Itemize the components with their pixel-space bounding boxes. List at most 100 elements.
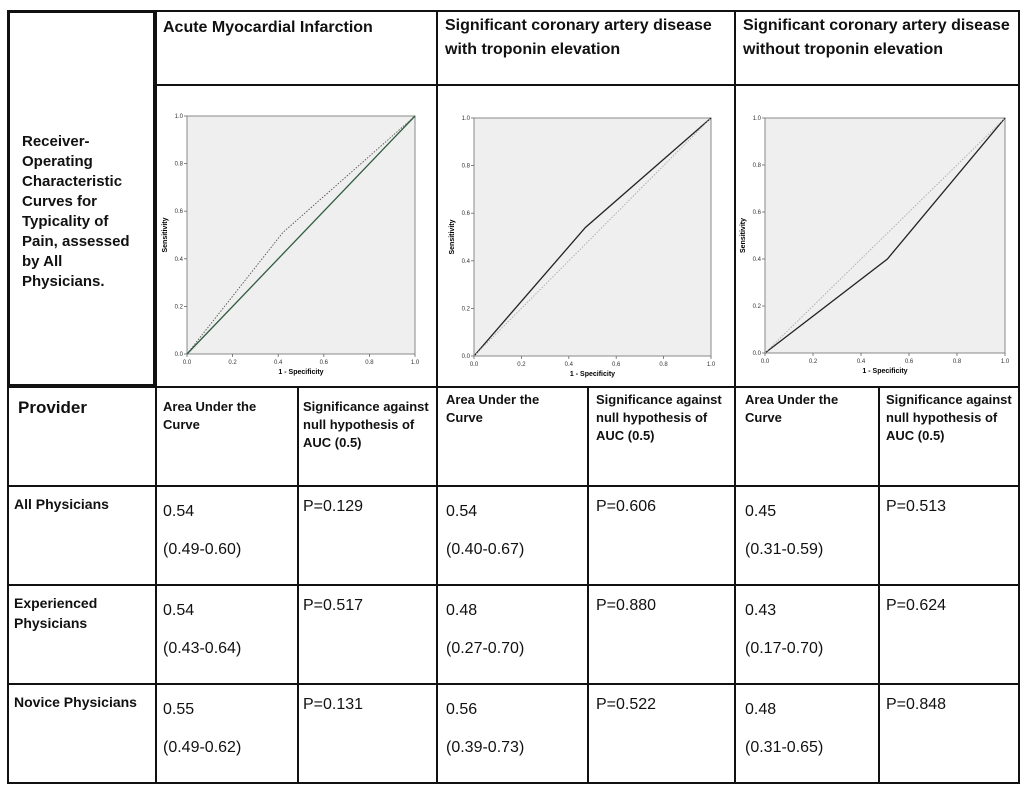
p-value: P=0.517 <box>303 597 364 614</box>
y-tick-label: 1.0 <box>462 116 471 122</box>
auc-value: 0.56 (0.39-0.73) <box>446 691 524 767</box>
auc-header-cad-troponin: Area Under the Curve <box>446 392 540 425</box>
auc-confidence-interval: (0.49-0.60) <box>163 541 242 558</box>
provider-name: Experienced Physicians <box>14 595 98 631</box>
y-tick-label: 0.0 <box>753 351 762 357</box>
sig-header-cad-troponin: Significance against null hypothesis of … <box>596 392 722 443</box>
auc-value: 0.45 (0.31-0.59) <box>745 493 823 569</box>
y-axis-label: Sensitivity <box>740 218 747 253</box>
x-tick-label: 0.8 <box>953 359 962 365</box>
auc-estimate: 0.48 <box>745 701 777 718</box>
x-axis-label: 1 - Specificity <box>570 371 615 378</box>
reference-line <box>473 117 712 357</box>
x-tick-label: 1.0 <box>411 360 420 366</box>
column-header-cad-no-troponin: Significant coronary artery disease with… <box>743 17 1010 58</box>
reference-line <box>764 117 1006 354</box>
y-tick-label: 0.6 <box>175 209 184 215</box>
provider-header: Provider <box>18 398 87 417</box>
p-value: P=0.880 <box>596 597 657 614</box>
p-value: P=0.522 <box>596 696 657 713</box>
auc-estimate: 0.55 <box>163 701 195 718</box>
y-tick-label: 0.8 <box>175 162 184 168</box>
auc-confidence-interval: (0.40-0.67) <box>446 541 525 558</box>
x-axis-label: 1 - Specificity <box>278 369 323 376</box>
auc-confidence-interval: (0.39-0.73) <box>446 739 525 756</box>
auc-value: 0.54 (0.43-0.64) <box>163 592 241 668</box>
y-tick-label: 0.4 <box>175 257 184 263</box>
auc-confidence-interval: (0.31-0.59) <box>745 541 824 558</box>
auc-confidence-interval: (0.43-0.64) <box>163 640 242 657</box>
x-tick-label: 0.6 <box>320 360 329 366</box>
auc-estimate: 0.48 <box>446 602 478 619</box>
auc-confidence-interval: (0.17-0.70) <box>745 640 824 657</box>
y-tick-label: 0.6 <box>753 210 762 216</box>
x-tick-label: 0.0 <box>183 360 192 366</box>
x-tick-label: 0.6 <box>612 362 621 368</box>
p-value: P=0.606 <box>596 498 657 515</box>
auc-confidence-interval: (0.49-0.62) <box>163 739 242 756</box>
provider-name: Novice Physicians <box>14 694 137 710</box>
x-tick-label: 0.0 <box>761 359 770 365</box>
auc-estimate: 0.43 <box>745 602 777 619</box>
y-tick-label: 1.0 <box>753 116 762 122</box>
y-tick-label: 0.2 <box>175 304 184 310</box>
auc-value: 0.43 (0.17-0.70) <box>745 592 823 668</box>
y-tick-label: 0.8 <box>462 164 471 170</box>
row-label-cell <box>7 10 156 387</box>
roc-curve <box>186 115 416 355</box>
auc-value: 0.55 (0.49-0.62) <box>163 691 241 767</box>
auc-header-cad-no-troponin: Area Under the Curve <box>745 392 839 425</box>
x-tick-label: 0.8 <box>365 360 374 366</box>
p-value: P=0.624 <box>886 597 947 614</box>
auc-estimate: 0.54 <box>163 503 195 520</box>
x-tick-label: 0.2 <box>517 362 526 368</box>
x-axis-label: 1 - Specificity <box>862 368 907 375</box>
y-tick-label: 0.2 <box>462 306 471 312</box>
x-tick-label: 1.0 <box>1001 359 1010 365</box>
auc-estimate: 0.45 <box>745 503 777 520</box>
y-tick-label: 0.8 <box>753 163 762 169</box>
x-tick-label: 0.6 <box>905 359 914 365</box>
p-value: P=0.513 <box>886 498 947 515</box>
y-tick-label: 1.0 <box>175 114 184 120</box>
y-tick-label: 0.0 <box>462 354 471 360</box>
x-tick-label: 0.0 <box>470 362 479 368</box>
x-tick-label: 1.0 <box>707 362 716 368</box>
sig-header-cad-no-troponin: Significance against null hypothesis of … <box>886 392 1012 443</box>
x-tick-label: 0.2 <box>228 360 237 366</box>
x-tick-label: 0.4 <box>274 360 283 366</box>
auc-estimate: 0.54 <box>163 602 195 619</box>
provider-name: All Physicians <box>14 496 109 512</box>
roc-curve <box>764 117 1006 354</box>
auc-estimate: 0.54 <box>446 503 478 520</box>
p-value: P=0.131 <box>303 696 364 713</box>
p-value: P=0.848 <box>886 696 947 713</box>
auc-value: 0.48 (0.27-0.70) <box>446 592 524 668</box>
auc-confidence-interval: (0.31-0.65) <box>745 739 824 756</box>
y-axis-label: Sensitivity <box>162 217 169 252</box>
x-tick-label: 0.8 <box>659 362 668 368</box>
auc-value: 0.48 (0.31-0.65) <box>745 691 823 767</box>
column-header-cad-troponin: Significant coronary artery disease with… <box>445 17 712 58</box>
auc-header-ami: Area Under the Curve <box>163 399 257 432</box>
auc-estimate: 0.56 <box>446 701 478 718</box>
reference-line <box>186 115 416 355</box>
auc-confidence-interval: (0.27-0.70) <box>446 640 525 657</box>
x-tick-label: 0.4 <box>857 359 866 365</box>
row-label: Receiver-Operating Characteristic Curves… <box>22 133 130 290</box>
y-tick-label: 0.4 <box>462 259 471 265</box>
x-tick-label: 0.4 <box>565 362 574 368</box>
x-tick-label: 0.2 <box>809 359 818 365</box>
roc-curve <box>473 117 712 357</box>
p-value: P=0.129 <box>303 498 364 515</box>
column-header-ami: Acute Myocardial Infarction <box>163 19 373 36</box>
y-tick-label: 0.6 <box>462 211 471 217</box>
y-tick-label: 0.4 <box>753 257 762 263</box>
y-axis-label: Sensitivity <box>449 219 456 254</box>
auc-value: 0.54 (0.49-0.60) <box>163 493 241 569</box>
y-tick-label: 0.0 <box>175 352 184 358</box>
